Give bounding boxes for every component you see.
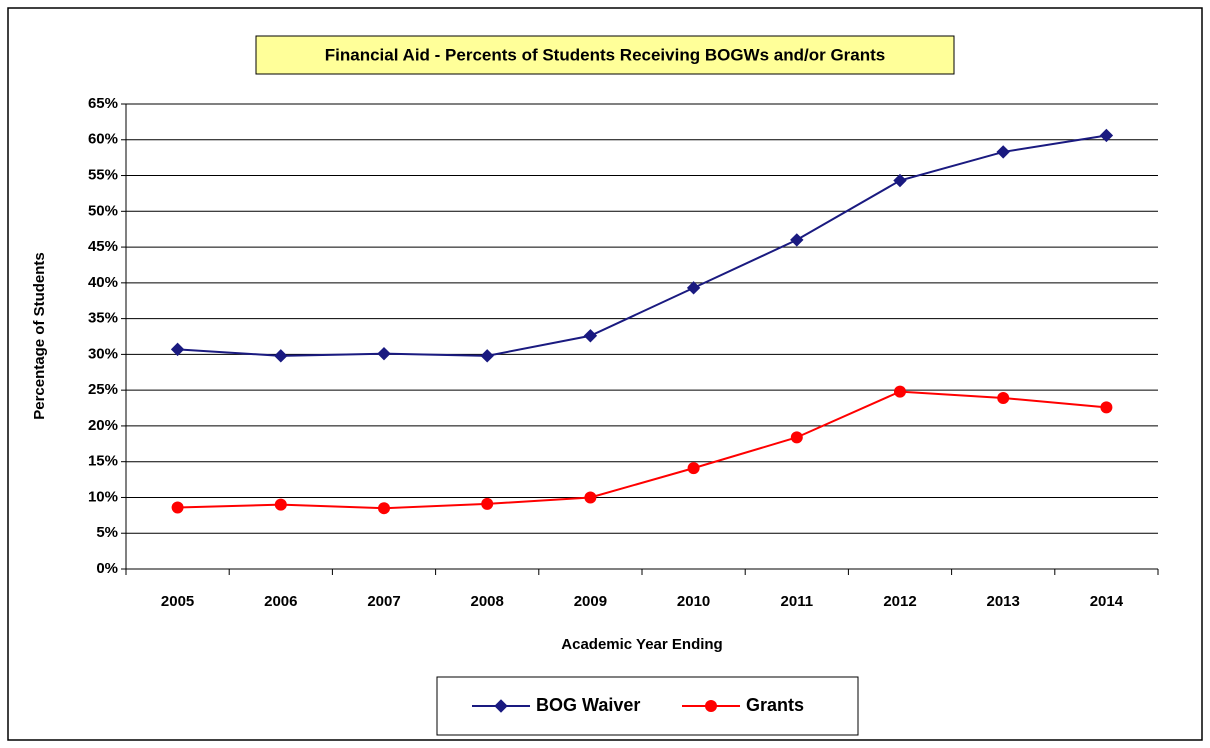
marker [996, 145, 1010, 159]
x-tick-label: 2013 [987, 593, 1020, 610]
y-tick-label: 30% [88, 345, 118, 362]
marker [171, 501, 184, 514]
title-box [255, 35, 955, 75]
legend-label: BOG Waiver [536, 695, 640, 715]
x-tick-label: 2009 [574, 593, 607, 610]
marker [1099, 128, 1114, 143]
chart-title: Financial Aid - Percents of Students Rec… [325, 45, 885, 64]
marker [687, 462, 700, 475]
y-tick-label: 25% [88, 381, 118, 398]
x-axis-label: Academic Year Ending [561, 636, 722, 653]
x-tick-label: 2014 [1090, 593, 1124, 610]
y-tick-label: 55% [88, 167, 118, 184]
y-tick-label: 15% [88, 453, 118, 470]
marker [494, 699, 508, 713]
y-tick-label: 10% [88, 488, 118, 505]
marker [170, 342, 185, 357]
y-tick-label: 5% [96, 524, 118, 541]
marker [705, 700, 717, 712]
y-tick-label: 0% [96, 560, 118, 577]
x-tick-label: 2010 [677, 593, 710, 610]
marker [274, 349, 288, 363]
x-tick-label: 2008 [471, 593, 504, 610]
marker [480, 349, 494, 363]
marker [377, 346, 391, 361]
y-axis-label: Percentage of Students [31, 252, 48, 420]
marker [893, 173, 907, 188]
marker [997, 392, 1010, 405]
legend-label: Grants [746, 695, 804, 715]
marker [378, 502, 390, 515]
x-tick-label: 2011 [781, 593, 814, 610]
marker [583, 329, 598, 343]
line [177, 134, 1107, 357]
marker [1100, 401, 1113, 414]
y-tick-label: 50% [88, 202, 118, 219]
y-tick-label: 65% [88, 95, 118, 112]
x-tick-label: 2012 [883, 593, 916, 610]
marker [790, 431, 803, 444]
marker [686, 281, 701, 295]
y-tick-label: 60% [88, 131, 118, 148]
x-tick-label: 2005 [161, 593, 194, 610]
x-tick-label: 2006 [264, 593, 297, 610]
marker [481, 497, 494, 510]
marker [584, 491, 597, 504]
y-tick-label: 45% [88, 238, 118, 255]
line [177, 390, 1107, 510]
chart-frame [7, 7, 1203, 741]
y-tick-label: 20% [88, 417, 118, 434]
marker [790, 233, 804, 247]
marker [274, 498, 287, 511]
x-tick-label: 2007 [367, 593, 400, 610]
y-tick-label: 40% [88, 274, 118, 291]
y-tick-label: 35% [88, 310, 118, 327]
marker [894, 385, 906, 398]
